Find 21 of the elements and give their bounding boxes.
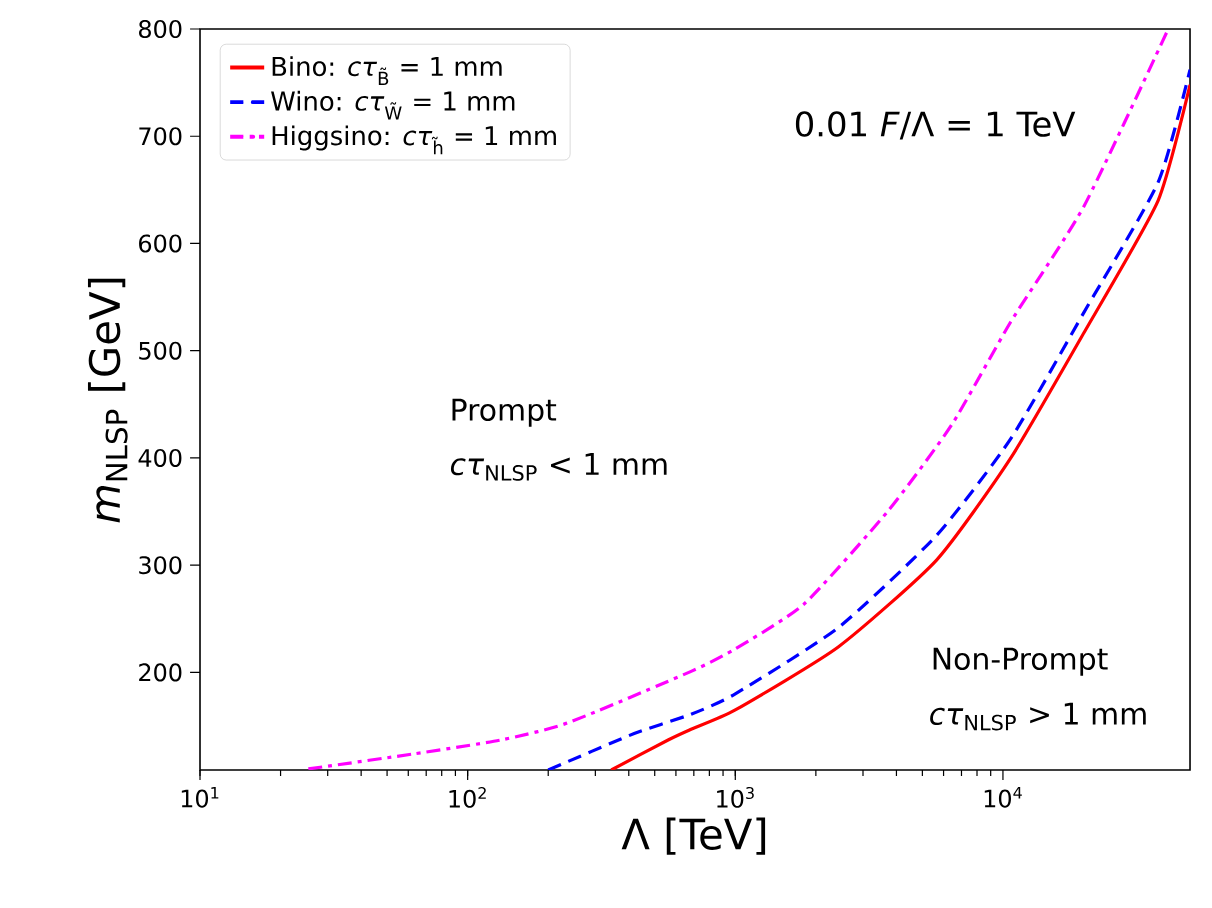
y-tick-label: 400 xyxy=(138,448,182,467)
y-axis-title: m$_{NLSP}$ [GeV] xyxy=(87,278,128,523)
legend-label: Wino: cτ$_{W̃}$ = 1 mm xyxy=(271,90,515,120)
y-tick-label: 700 xyxy=(139,127,182,146)
annotation: Prompt xyxy=(452,398,557,427)
annotation: Non-Prompt xyxy=(933,647,1108,676)
x-tick-label: 10$^{3}$ xyxy=(717,786,754,808)
x-tick-label: 10$^{1}$ xyxy=(181,787,219,808)
y-tick-label: 600 xyxy=(139,234,182,253)
legend-label: Higgsino: cτ$_{h̃}$ = 1 mm xyxy=(272,125,556,155)
y-tick-label: 300 xyxy=(139,556,182,575)
annotation: 0.01 F/Λ = 1 TeV xyxy=(795,111,1076,140)
x-axis-title: Λ [TeV] xyxy=(621,817,766,855)
legend-label: Bino: cτ$_{B̃}$ = 1 mm xyxy=(272,56,502,85)
x-tick-label: 10$^{4}$ xyxy=(984,787,1022,808)
y-tick-label: 800 xyxy=(139,19,182,39)
x-tick-label: 10$^{2}$ xyxy=(449,786,486,808)
annotation: cτ$_{NLSP}$ < 1 mm xyxy=(450,453,667,481)
y-tick-label: 200 xyxy=(139,663,182,682)
annotation: cτ$_{NLSP}$ > 1 mm xyxy=(930,702,1146,731)
y-tick-label: 500 xyxy=(139,341,182,360)
